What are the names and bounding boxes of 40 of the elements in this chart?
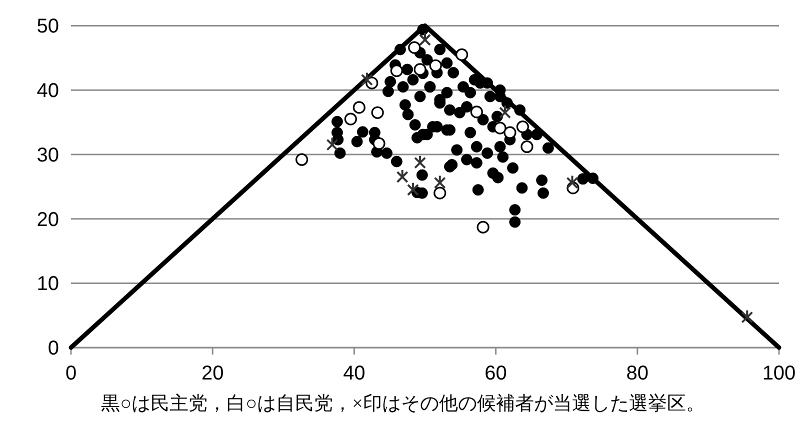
point: [390, 64, 403, 78]
point: [372, 137, 386, 150]
x-tick-label: 60: [484, 362, 507, 385]
y-tick-label: 10: [36, 273, 59, 296]
point: [419, 32, 431, 46]
y-tick-label: 20: [36, 208, 59, 231]
point: [741, 309, 754, 324]
y-tick-label: 40: [36, 80, 59, 102]
x-tick-label: 0: [65, 362, 77, 385]
x-tick-label: 80: [626, 362, 649, 385]
point: [476, 220, 490, 234]
point: [396, 168, 408, 183]
point: [371, 106, 384, 119]
point: [414, 63, 426, 76]
y-tick-label: 30: [36, 144, 59, 166]
point: [296, 153, 308, 166]
point: [406, 182, 419, 196]
y-tick-label: 0: [48, 338, 59, 360]
point: [470, 106, 483, 118]
point: [429, 59, 442, 72]
point: [352, 101, 366, 114]
point: [434, 186, 446, 200]
point: [408, 41, 421, 54]
x-tick-label: 100: [762, 362, 796, 385]
point: [520, 140, 534, 154]
point: [326, 136, 338, 151]
point: [344, 112, 357, 126]
y-tick-label: 50: [36, 16, 59, 38]
point: [504, 126, 516, 139]
point: [494, 122, 506, 134]
point: [499, 104, 512, 119]
point: [516, 120, 530, 134]
point: [456, 48, 468, 61]
point: [566, 174, 578, 189]
point: [360, 72, 373, 86]
x-tick-label: 40: [343, 362, 366, 385]
text: 黒○は民主党，白○は自民党，×印はその他の候補者が当選した選挙区。: [101, 392, 705, 415]
point: [434, 174, 446, 189]
x-tick-label: 20: [201, 362, 224, 385]
point: [414, 154, 426, 169]
